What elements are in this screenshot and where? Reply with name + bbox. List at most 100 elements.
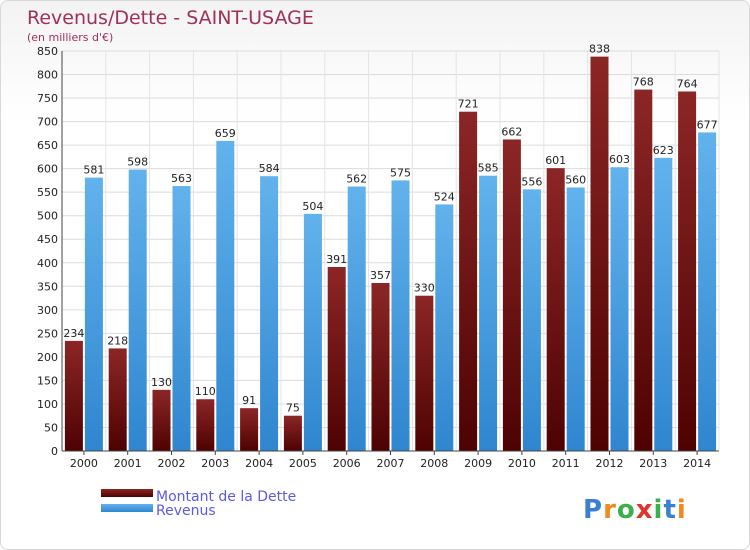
bar-debt	[283, 415, 302, 451]
y-tick-label: 50	[44, 421, 58, 434]
bar-revenus	[522, 189, 541, 451]
data-label-debt: 838	[589, 43, 610, 56]
x-tick-label: 2002	[158, 457, 186, 470]
y-tick-label: 550	[37, 186, 58, 199]
y-tick-label: 450	[37, 233, 58, 246]
bar-revenus	[391, 180, 410, 452]
data-label-revenus: 575	[390, 166, 411, 179]
data-label-debt: 110	[195, 385, 216, 398]
y-tick-label: 500	[37, 210, 58, 223]
y-tick-label: 100	[37, 398, 58, 411]
bar-debt	[108, 348, 127, 451]
data-label-revenus: 623	[653, 144, 674, 157]
data-label-debt: 218	[107, 334, 128, 347]
bar-debt	[152, 389, 171, 451]
y-tick-label: 350	[37, 280, 58, 293]
x-tick-label: 2012	[596, 457, 624, 470]
grid	[61, 50, 720, 452]
proxiti-logo: Proxiti	[583, 495, 687, 525]
bar-revenus	[128, 169, 147, 451]
x-tick-label: 2003	[201, 457, 229, 470]
x-tick-label: 2011	[552, 457, 580, 470]
data-label-debt: 75	[286, 402, 300, 415]
y-tick-label: 150	[37, 374, 58, 387]
bar-debt	[371, 283, 390, 451]
y-tick-label: 750	[37, 92, 58, 105]
data-label-revenus: 556	[521, 175, 542, 188]
x-tick-label: 2010	[508, 457, 536, 470]
legend-swatch-debt	[101, 489, 153, 497]
data-label-revenus: 504	[302, 200, 323, 213]
bar-debt	[546, 168, 565, 452]
data-label-debt: 91	[242, 394, 256, 407]
data-label-debt: 330	[414, 282, 435, 295]
data-label-debt: 357	[370, 269, 391, 282]
legend: Montant de la Dette Revenus	[101, 489, 296, 519]
bar-revenus	[610, 167, 629, 451]
data-label-revenus: 585	[478, 162, 499, 175]
x-tick-label: 2008	[420, 457, 448, 470]
data-label-debt: 601	[545, 154, 566, 167]
legend-label-revenus: Revenus	[156, 503, 216, 519]
data-label-revenus: 659	[215, 127, 236, 140]
x-tick-label: 2014	[683, 457, 711, 470]
data-label-revenus: 581	[83, 164, 104, 177]
data-label-revenus: 603	[609, 153, 630, 166]
y-tick-label: 800	[37, 69, 58, 82]
y-tick-label: 300	[37, 304, 58, 317]
y-tick-label: 600	[37, 163, 58, 176]
data-label-revenus: 677	[697, 118, 718, 131]
data-label-revenus: 524	[434, 190, 455, 203]
legend-label-debt: Montant de la Dette	[156, 489, 296, 505]
bar-revenus	[698, 132, 717, 452]
data-label-debt: 721	[458, 98, 479, 111]
bar-debt	[415, 295, 434, 451]
data-label-revenus: 560	[565, 173, 586, 186]
x-tick-label: 2005	[289, 457, 317, 470]
x-tick-label: 2007	[377, 457, 405, 470]
bar-debt	[327, 267, 346, 451]
bar-revenus	[303, 213, 322, 451]
bar-revenus	[216, 140, 235, 451]
bar-revenus	[84, 177, 103, 451]
y-tick-label: 650	[37, 139, 58, 152]
bar-debt	[240, 408, 259, 451]
y-axis: 0 50 100 150 200 250 300 350 400 450 500 550 600 650 7…	[37, 45, 63, 458]
data-label-revenus: 563	[171, 172, 192, 185]
bar-debt	[64, 340, 83, 451]
bar-debt	[590, 56, 609, 451]
y-tick-label: 400	[37, 257, 58, 270]
x-tick-label: 2000	[70, 457, 98, 470]
x-tick-label: 2004	[245, 457, 273, 470]
data-label-debt: 234	[63, 327, 84, 340]
data-label-debt: 391	[326, 253, 347, 266]
data-label-debt: 662	[501, 125, 522, 138]
x-tick-label: 2001	[114, 457, 142, 470]
x-tick-label: 2009	[464, 457, 492, 470]
y-tick-label: 850	[37, 45, 58, 58]
bar-revenus	[347, 186, 366, 451]
y-tick-label: 700	[37, 116, 58, 129]
data-label-debt: 768	[633, 76, 654, 89]
bar-revenus	[435, 204, 454, 451]
bars	[64, 56, 717, 452]
svg-text:Proxiti: Proxiti	[583, 495, 687, 525]
x-tick-label: 2013	[639, 457, 667, 470]
bar-revenus	[566, 187, 585, 451]
chart-title: Revenus/Dette - SAINT-USAGE	[27, 7, 314, 29]
bar-revenus	[260, 176, 279, 452]
x-tick-label: 2006	[333, 457, 361, 470]
x-axis: 2000 2001 2002 2003 2004 2005 2006 2007 2008 2009…	[62, 450, 719, 470]
bar-revenus	[654, 157, 673, 451]
data-label-debt: 764	[677, 77, 698, 90]
chart-subtitle: (en milliers d'€)	[27, 31, 113, 44]
data-label-revenus: 598	[127, 156, 148, 169]
bar-debt	[459, 111, 478, 452]
data-label-revenus: 584	[259, 162, 280, 175]
y-tick-label: 200	[37, 351, 58, 364]
bar-debt	[502, 139, 521, 451]
y-tick-label: 0	[51, 445, 58, 458]
bar-revenus	[479, 175, 498, 452]
